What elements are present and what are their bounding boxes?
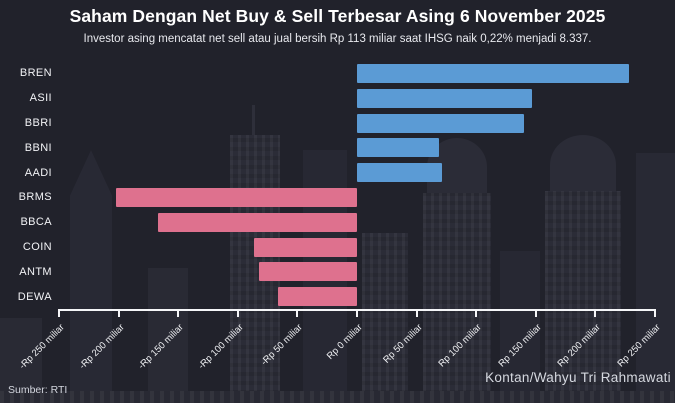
x-axis-tick <box>475 309 478 317</box>
x-axis-tick <box>236 309 239 317</box>
bar-bbri <box>357 113 524 133</box>
bar-dewa <box>278 287 357 307</box>
category-label-bbri: BBRI <box>24 117 52 129</box>
category-label-bbca: BBCA <box>20 216 52 229</box>
bar-bbca <box>157 212 357 232</box>
bar-aadi <box>357 163 442 183</box>
x-axis-tick <box>356 309 358 317</box>
x-axis-tick <box>654 309 656 317</box>
x-axis-tick <box>594 309 597 317</box>
chart-title: Saham Dengan Net Buy & Sell Terbesar Asi… <box>69 6 606 26</box>
x-axis-tick <box>58 309 60 317</box>
category-label-coin: COIN <box>22 241 52 253</box>
category-label-aadi: AADI <box>24 166 52 179</box>
bar-coin <box>254 237 357 257</box>
category-label-bbni: BBNI <box>24 141 52 154</box>
source-label: Sumber: RTI <box>8 384 68 396</box>
category-label-bren: BREN <box>19 67 52 80</box>
bar-asii <box>357 88 533 108</box>
x-axis-tick <box>296 309 299 317</box>
category-label-dewa: DEWA <box>17 290 52 303</box>
x-axis-tick <box>534 309 537 317</box>
x-axis-tick <box>177 309 180 317</box>
chart-subtitle: Investor asing mencatat net sell atau ju… <box>83 33 592 45</box>
x-axis-tick <box>415 309 418 317</box>
bar-bbni <box>357 138 440 158</box>
bar-brms <box>116 187 357 207</box>
bar-antm <box>259 262 357 282</box>
category-label-asii: ASII <box>29 92 52 105</box>
category-label-antm: ANTM <box>19 265 52 278</box>
category-label-brms: BRMS <box>18 191 52 204</box>
credit-label: Kontan/Wahyu Tri Rahmawati <box>485 370 671 385</box>
x-axis-tick <box>117 309 120 317</box>
bar-bren <box>357 63 629 83</box>
